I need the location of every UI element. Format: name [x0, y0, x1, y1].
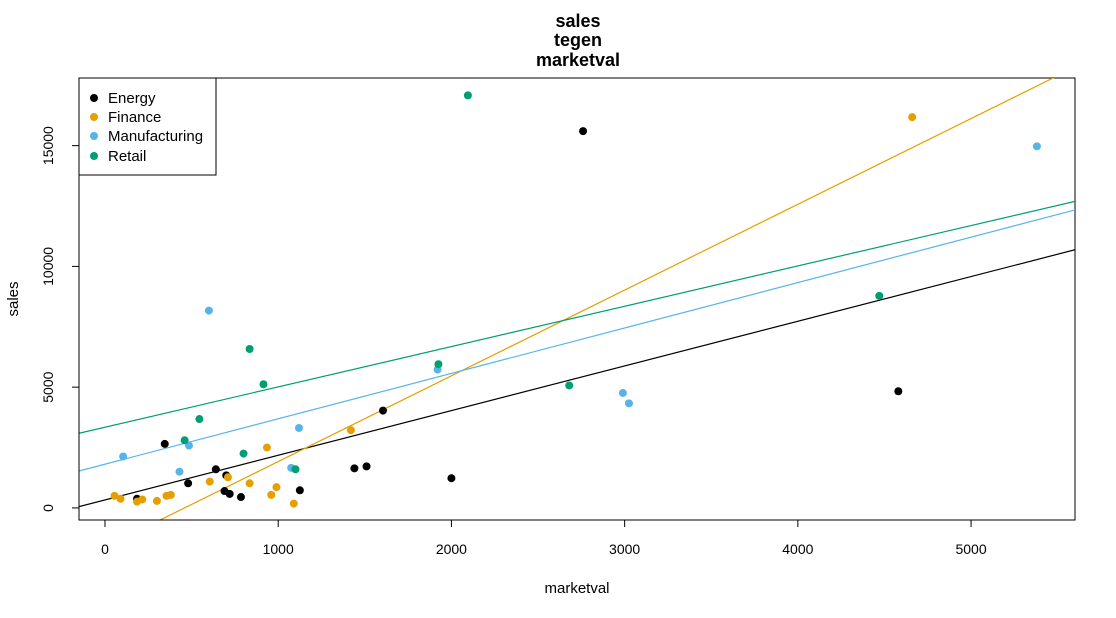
legend-label-retail: Retail: [108, 148, 146, 165]
y-tick-label: 15000: [40, 126, 56, 165]
point-retail: [463, 91, 472, 100]
x-tick-label: 0: [101, 541, 109, 557]
point-manufacturing: [119, 452, 128, 461]
y-axis-label: sales: [5, 281, 22, 316]
point-energy: [184, 479, 193, 488]
legend-marker-energy: [90, 94, 98, 102]
point-manufacturing: [1032, 142, 1041, 151]
point-finance: [289, 499, 298, 508]
point-finance: [262, 443, 271, 452]
point-energy: [579, 127, 588, 136]
point-finance: [116, 494, 125, 503]
point-retail: [291, 465, 300, 474]
point-manufacturing: [294, 423, 303, 432]
point-finance: [138, 495, 147, 504]
point-retail: [565, 381, 574, 390]
y-tick-label: 0: [40, 504, 56, 512]
point-finance: [166, 490, 175, 499]
point-energy: [447, 474, 456, 483]
point-energy: [894, 387, 903, 396]
fit-line-energy: [79, 249, 1075, 508]
legend-marker-finance: [90, 113, 98, 121]
legend: Energy Finance Manufacturing Retail: [78, 77, 217, 176]
point-finance: [272, 483, 281, 492]
point-energy: [211, 465, 220, 474]
point-manufacturing: [184, 441, 193, 450]
x-tick-label: 1000: [263, 541, 294, 557]
fit-line-retail: [79, 200, 1075, 434]
point-energy: [225, 489, 234, 498]
legend-marker-manufacturing: [90, 132, 98, 140]
point-retail: [434, 360, 443, 369]
point-manufacturing: [175, 467, 184, 476]
point-manufacturing: [618, 388, 627, 397]
point-energy: [362, 462, 371, 471]
point-retail: [875, 291, 884, 300]
point-retail: [239, 449, 248, 458]
point-manufacturing: [624, 399, 633, 408]
legend-marker-retail: [90, 152, 98, 160]
legend-label-energy: Energy: [108, 90, 156, 107]
point-finance: [245, 479, 254, 488]
point-finance: [908, 113, 917, 122]
x-tick-label: 3000: [609, 541, 640, 557]
point-retail: [195, 415, 204, 424]
point-finance: [346, 426, 355, 435]
point-retail: [180, 436, 189, 445]
chart-title-line-1: sales: [555, 11, 600, 31]
fit-line-finance: [158, 78, 1055, 520]
fit-line-manufacturing: [79, 209, 1075, 472]
y-tick-label: 5000: [40, 371, 56, 402]
plot-frame: [78, 77, 1076, 521]
point-finance: [152, 496, 161, 505]
point-energy: [236, 493, 245, 502]
point-finance: [267, 490, 276, 499]
point-finance: [223, 473, 232, 482]
x-tick-label: 2000: [436, 541, 467, 557]
point-energy: [378, 406, 387, 415]
chart-title-line-3: marketval: [536, 50, 620, 70]
x-tick-label: 5000: [955, 541, 986, 557]
legend-box: [78, 77, 217, 176]
x-tick-label: 4000: [782, 541, 813, 557]
x-axis-label: marketval: [544, 580, 609, 597]
point-finance: [110, 491, 119, 500]
legend-label-finance: Finance: [108, 109, 161, 126]
point-energy: [295, 486, 304, 495]
legend-label-manufacturing: Manufacturing: [108, 128, 203, 145]
y-tick-label: 10000: [40, 247, 56, 286]
point-retail: [245, 344, 254, 353]
y-axis: 0 5000 10000 15000: [40, 126, 80, 512]
x-axis: 0 1000 2000 3000 4000 5000: [101, 519, 987, 557]
point-retail: [259, 380, 268, 389]
point-energy: [350, 464, 359, 473]
point-manufacturing: [204, 306, 213, 315]
chart-title-line-2: tegen: [554, 30, 602, 50]
point-finance: [205, 477, 214, 486]
point-energy: [160, 439, 169, 448]
